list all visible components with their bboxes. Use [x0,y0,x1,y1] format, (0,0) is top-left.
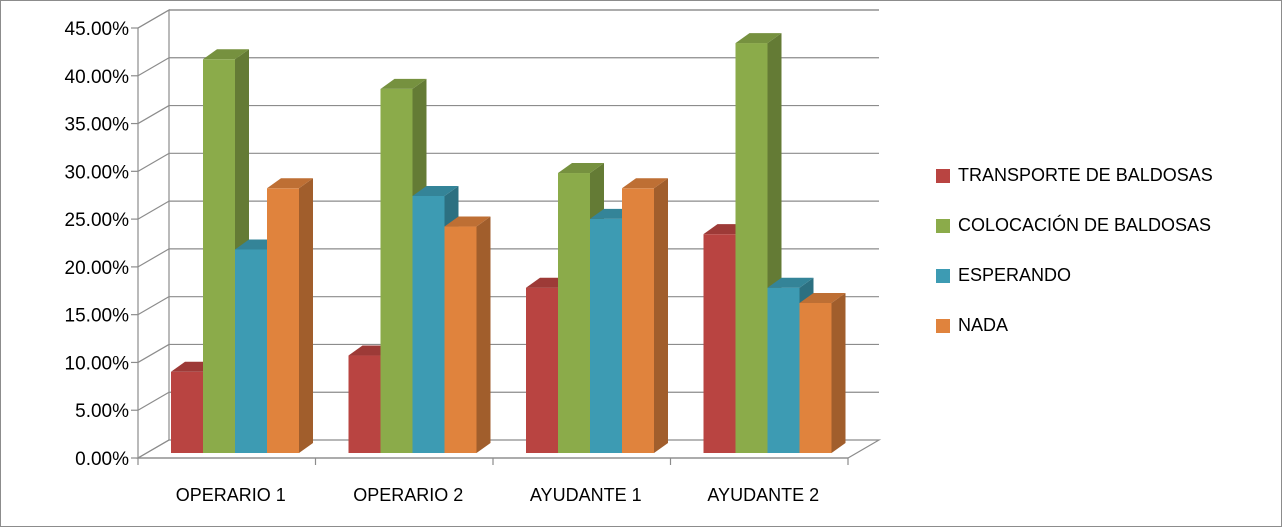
bar-front [799,302,832,453]
bar-side [654,178,668,454]
gridline-side [137,248,170,268]
y-tick-label: 20.00% [65,258,130,279]
legend-item: NADA [936,313,1276,338]
bar-operario-2-nada [444,216,491,453]
legend-swatch [936,268,950,283]
bar-front [267,188,299,454]
bar-front [526,287,558,453]
legend-item: ESPERANDO [936,263,1276,288]
legend-label: NADA [958,315,1009,335]
legend-label: COLOCACIÓN DE BALDOSAS [958,215,1212,235]
bar-front [590,218,622,453]
bar-front [380,88,413,453]
bar-front [235,249,267,453]
x-tick-label: AYUDANTE 2 [707,485,819,505]
legend-item: COLOCACIÓN DE BALDOSAS [936,213,1276,238]
gridline-side [137,391,170,411]
y-tick-label: 15.00% [65,306,130,327]
y-tick-label: 0.00% [75,449,129,470]
bar-front [348,355,381,453]
y-tick-label: 25.00% [65,210,130,231]
bar-ayudante-1-nada [622,178,668,454]
bar-front [444,226,477,453]
y-axis-ticks: 0.00% 5.00% 10.00% 15.00% 20.00% 25.00% 30.00%… [65,19,138,470]
bar-front [412,195,445,453]
bar-side [831,292,846,453]
y-tick-label: 45.00% [65,19,130,40]
gridline-side [137,57,170,77]
legend: TRANSPORTE DE BALDOSAS COLOCACIÓN DE BALD… [936,163,1276,363]
bar-top [767,277,814,288]
gridline-side [137,296,170,316]
x-tick-label: AYUDANTE 1 [530,485,642,505]
legend-label: TRANSPORTE DE BALDOSAS [958,165,1213,185]
y-tick-label: 30.00% [65,162,130,183]
bar-operario-1-nada [267,178,313,454]
bar-top [735,33,782,44]
legend-label: ESPERANDO [958,265,1072,285]
bar-top [203,49,249,60]
legend-swatch [936,168,950,183]
legend-item: TRANSPORTE DE BALDOSAS [936,163,1276,188]
legend-swatch [936,318,950,333]
y-tick-label: 40.00% [65,67,130,88]
bar-top [267,178,313,189]
gridline-side [137,152,170,172]
bar-front [767,287,800,453]
bar-front [622,188,654,454]
bar-front [703,234,736,453]
bar-top [380,78,427,89]
gridline-side [137,105,170,125]
bar-side [299,178,313,454]
x-tick-label: OPERARIO 1 [176,485,286,505]
bar-side [476,216,491,453]
bar-top [558,163,604,174]
bar-top [622,178,668,189]
bars [171,33,846,454]
bar-front [735,43,768,454]
legend-swatch [936,218,950,233]
bar-front [558,173,590,453]
bar-ayudante-2-colocaci-n-de-baldosas [735,33,782,454]
bar-ayudante-2-nada [799,292,846,453]
x-axis-labels: OPERARIO 1 OPERARIO 2 AYUDANTE 1 AYUDANTE 2 [137,458,849,505]
side-wall [137,8,170,460]
x-tick-label: OPERARIO 2 [353,485,463,505]
bar-top [799,292,846,303]
bar-top [444,216,491,227]
y-tick-label: 10.00% [65,353,130,374]
y-tick-label: 35.00% [65,115,130,136]
bar-front [203,59,235,454]
gridline-side [137,9,170,29]
bar-top [412,185,459,196]
y-tick-label: 5.00% [75,401,129,422]
gridline-side [137,343,170,363]
bar-front [171,371,203,453]
gridline-side [137,200,170,220]
